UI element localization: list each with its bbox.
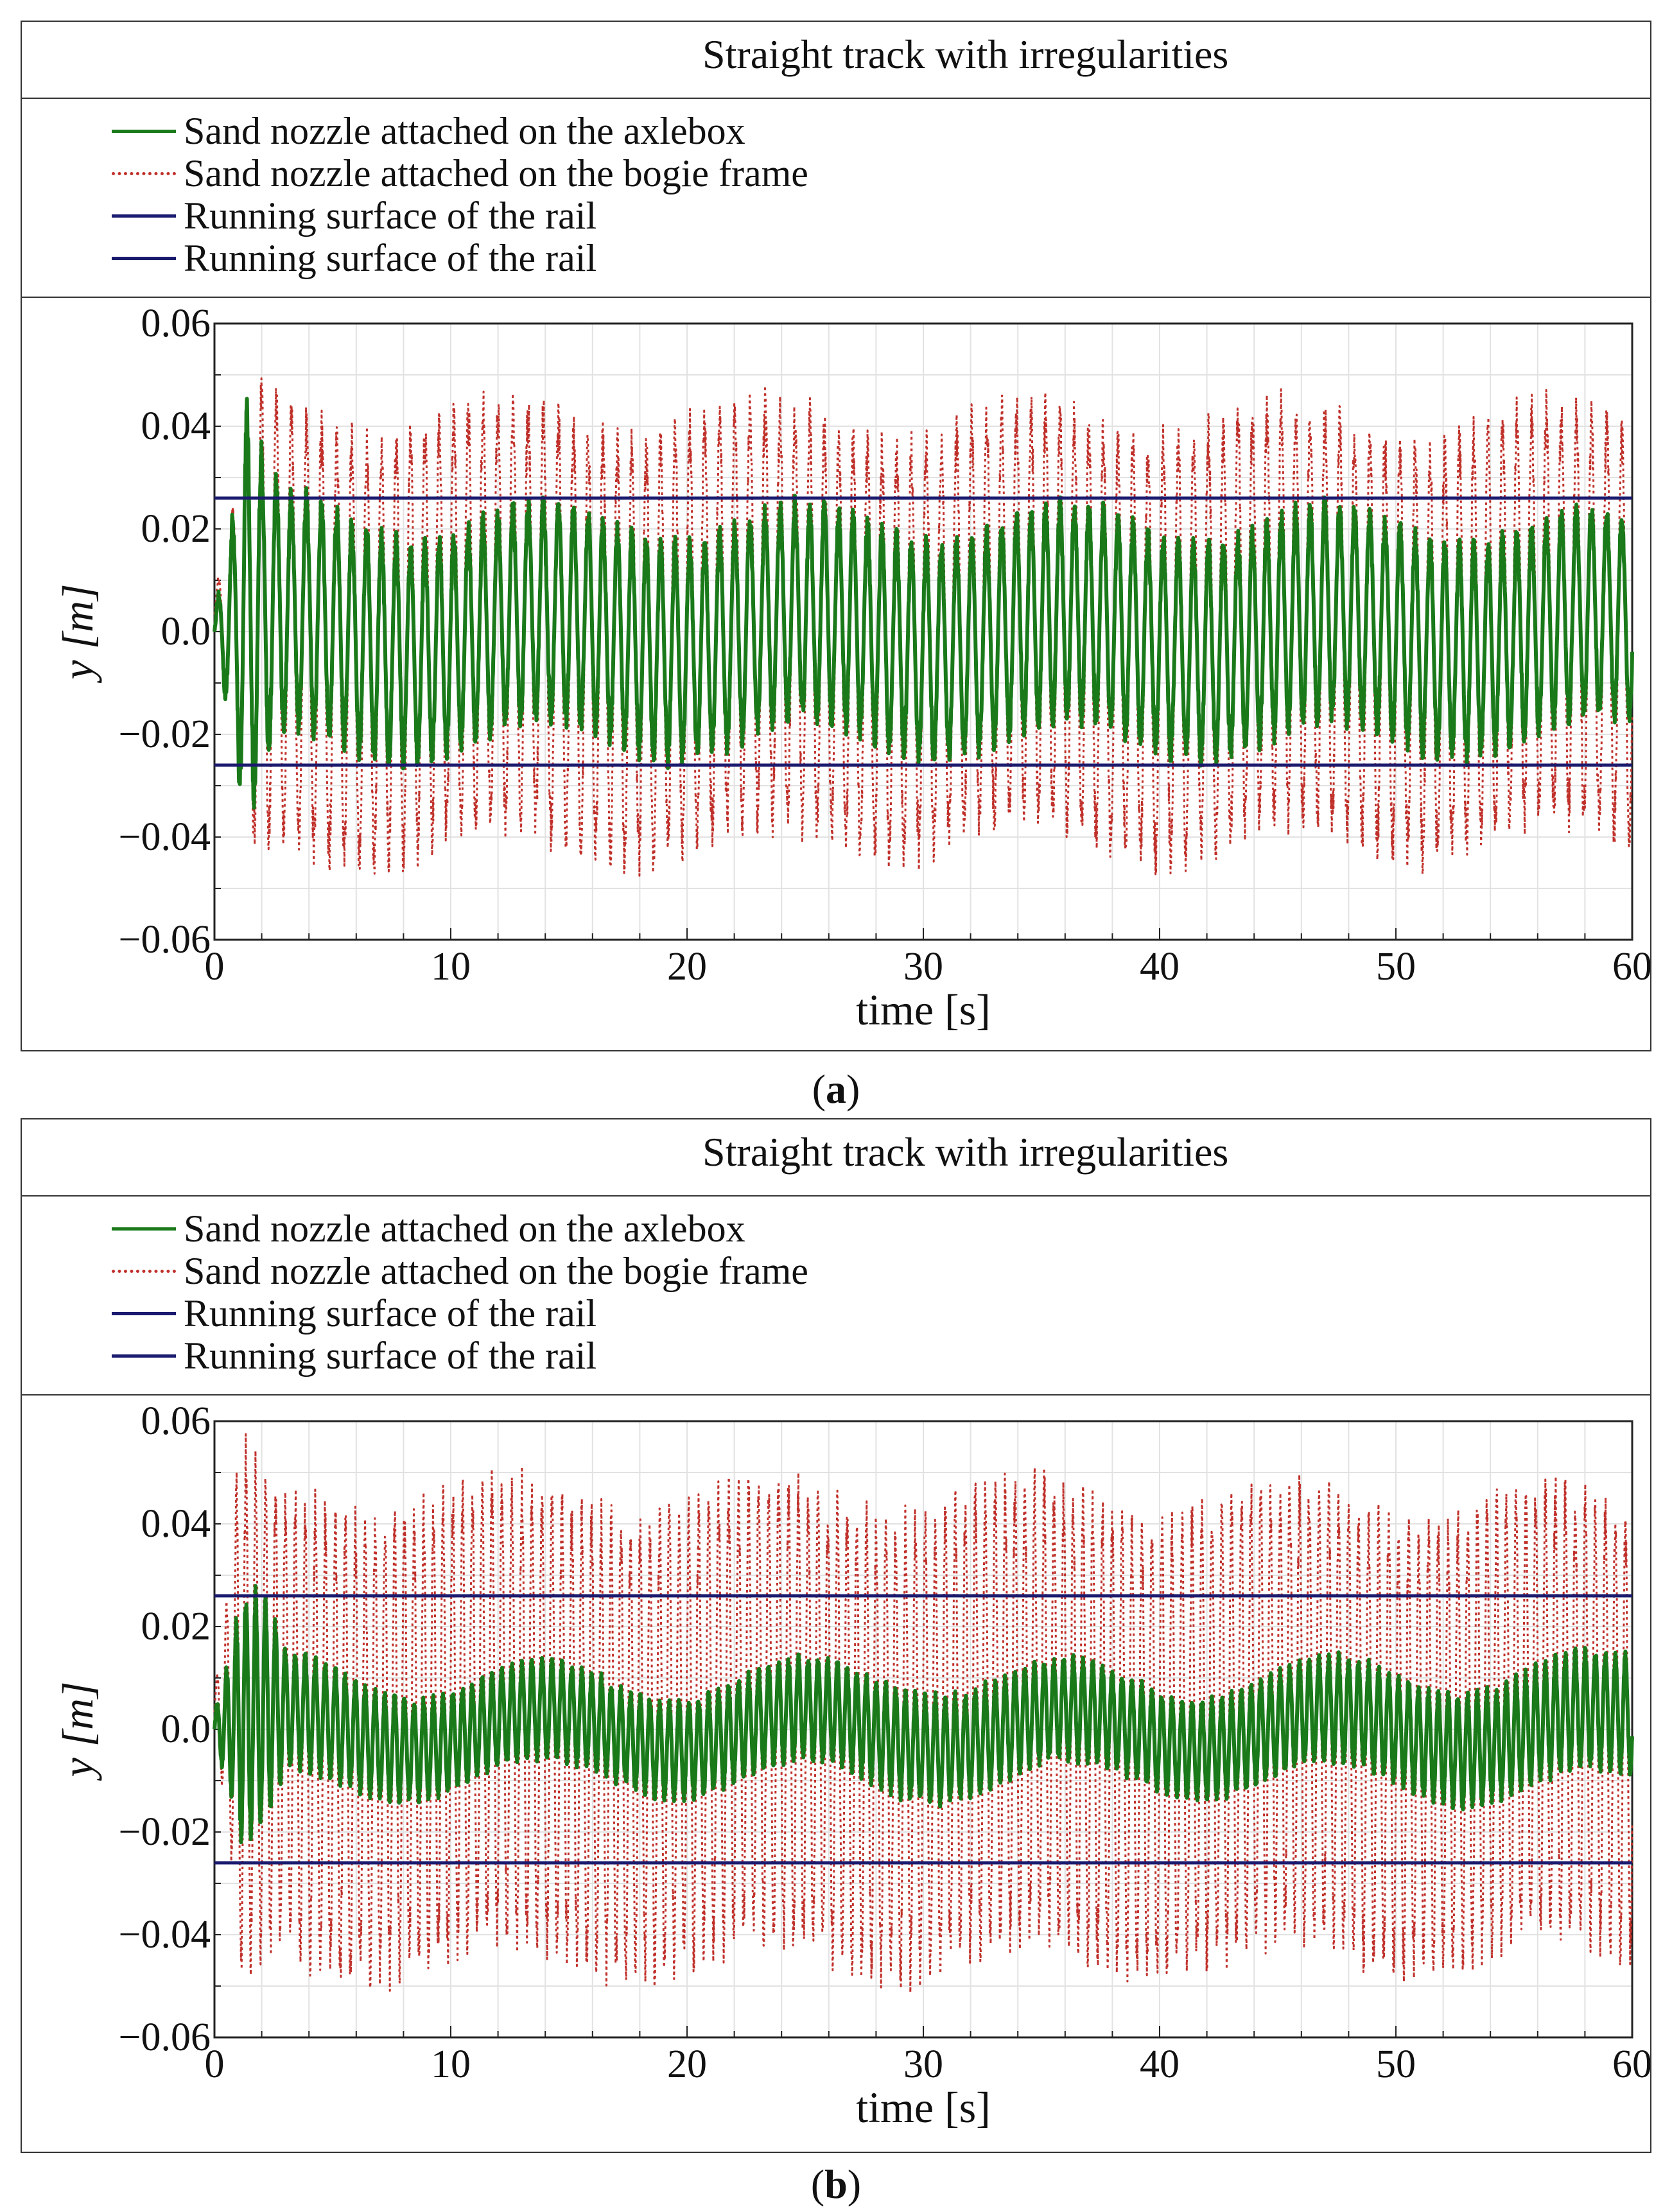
ticks (214, 1421, 1633, 2038)
y-tick-label: 0.04 (141, 1502, 211, 1546)
series-sand-nozzle-attached-on-the-axlebox (213, 397, 1634, 810)
legend-item-rail-lower: Running surface of the rail (112, 236, 597, 279)
legend: Sand nozzle attached on the axlebox Sand… (22, 1195, 1650, 1395)
legend-label: Sand nozzle attached on the axlebox (184, 1207, 745, 1250)
plot-area-b: 0 10 20 30 40 50 60 −0.06 −0.04 −0.02 0.0 0.02 0.04 0… (53, 1399, 1650, 2132)
y-tick-label: −0.02 (119, 713, 211, 756)
caption-letter: a (826, 1066, 846, 1112)
legend-label: Running surface of the rail (184, 1292, 597, 1335)
y-tick-label: −0.04 (119, 815, 211, 859)
x-tick-label: 0 (205, 2043, 225, 2086)
series-sand-nozzle-attached-on-the-axlebox (213, 1584, 1634, 1845)
panel-title: Straight track with irregularities (702, 31, 1229, 77)
legend-swatch-solid-blue (112, 1311, 176, 1315)
legend-label: Sand nozzle attached on the bogie frame (184, 151, 808, 194)
y-tick-label: 0.02 (141, 507, 211, 551)
x-tick-label: 10 (431, 945, 471, 989)
x-tick-label: 50 (1376, 2043, 1416, 2086)
x-tick-label: 60 (1612, 2043, 1650, 2086)
legend-item-axlebox: Sand nozzle attached on the axlebox (112, 1207, 745, 1250)
legend: Sand nozzle attached on the axlebox Sand… (22, 98, 1650, 298)
panel-title-row: Straight track with irregularities (22, 1119, 1650, 1197)
tick-labels: 0 10 20 30 40 50 60 −0.06 −0.04 −0.02 0.0 0.02 0.04 0… (119, 1399, 1650, 2086)
legend-item-bogie-frame: Sand nozzle attached on the bogie frame (112, 151, 808, 194)
caption-b: (b) (810, 2161, 862, 2207)
legend-label: Running surface of the rail (184, 1334, 597, 1377)
series-group (213, 377, 1634, 877)
caption-letter: b (824, 2161, 848, 2207)
legend-item-rail-upper: Running surface of the rail (112, 1292, 597, 1335)
x-tick-label: 60 (1612, 945, 1650, 989)
x-tick-label: 20 (667, 945, 707, 989)
y-tick-label: −0.06 (119, 2016, 211, 2059)
x-axis-label: time [s] (856, 2083, 991, 2132)
x-tick-label: 50 (1376, 945, 1416, 989)
legend-swatch-dotted-red (112, 1269, 176, 1273)
y-tick-label: 0.06 (141, 302, 211, 345)
legend-label: Running surface of the rail (184, 194, 597, 237)
panel-title-row: Straight track with irregularities (22, 22, 1650, 99)
series-sand-nozzle-attached-on-the-bogie-frame (213, 1433, 1633, 1994)
tick-labels: 0 10 20 30 40 50 60 −0.06 −0.04 −0.02 0.0 0.02 0.04 0… (119, 302, 1650, 989)
series-group (213, 1433, 1634, 1994)
panel-title: Straight track with irregularities (702, 1129, 1229, 1175)
x-tick-label: 40 (1140, 2043, 1180, 2086)
x-tick-label: 30 (903, 2043, 943, 2086)
y-tick-label: −0.02 (119, 1810, 211, 1854)
x-tick-label: 0 (205, 945, 225, 989)
caption-a: (a) (812, 1066, 860, 1112)
figure-panel-a: Straight track with irregularities Sand … (21, 21, 1651, 1051)
legend-label: Sand nozzle attached on the bogie frame (184, 1249, 808, 1292)
legend-item-rail-lower: Running surface of the rail (112, 1334, 597, 1377)
y-tick-label: −0.04 (119, 1913, 211, 1957)
plot-area-a: 0 10 20 30 40 50 60 −0.06 −0.04 −0.02 0.0 0.02 0.04 0… (53, 302, 1650, 1034)
legend-swatch-dotted-red (112, 171, 176, 175)
legend-swatch-solid-blue (112, 256, 176, 260)
y-axis-label: y [m] (53, 1681, 102, 1781)
y-tick-label: 0.06 (141, 1399, 211, 1443)
legend-swatch-solid-blue (112, 214, 176, 218)
legend-label: Sand nozzle attached on the axlebox (184, 109, 745, 152)
y-tick-label: −0.06 (119, 918, 211, 962)
figure-panel-b: Straight track with irregularities Sand … (21, 1118, 1651, 2153)
legend-label: Running surface of the rail (184, 236, 597, 279)
y-tick-label: 0.04 (141, 404, 211, 448)
y-tick-label: 0.0 (161, 610, 211, 653)
x-tick-label: 20 (667, 2043, 707, 2086)
legend-item-rail-upper: Running surface of the rail (112, 194, 597, 237)
y-axis-label: y [m] (53, 583, 102, 683)
legend-item-axlebox: Sand nozzle attached on the axlebox (112, 109, 745, 152)
legend-swatch-solid-green (112, 1227, 176, 1231)
legend-swatch-solid-blue (112, 1354, 176, 1358)
x-tick-label: 40 (1140, 945, 1180, 989)
legend-item-bogie-frame: Sand nozzle attached on the bogie frame (112, 1250, 808, 1292)
y-tick-label: 0.02 (141, 1605, 211, 1648)
y-tick-label: 0.0 (161, 1707, 211, 1751)
x-axis-label: time [s] (856, 985, 991, 1034)
x-tick-label: 10 (431, 2043, 471, 2086)
legend-swatch-solid-green (112, 129, 176, 133)
x-tick-label: 30 (903, 945, 943, 989)
